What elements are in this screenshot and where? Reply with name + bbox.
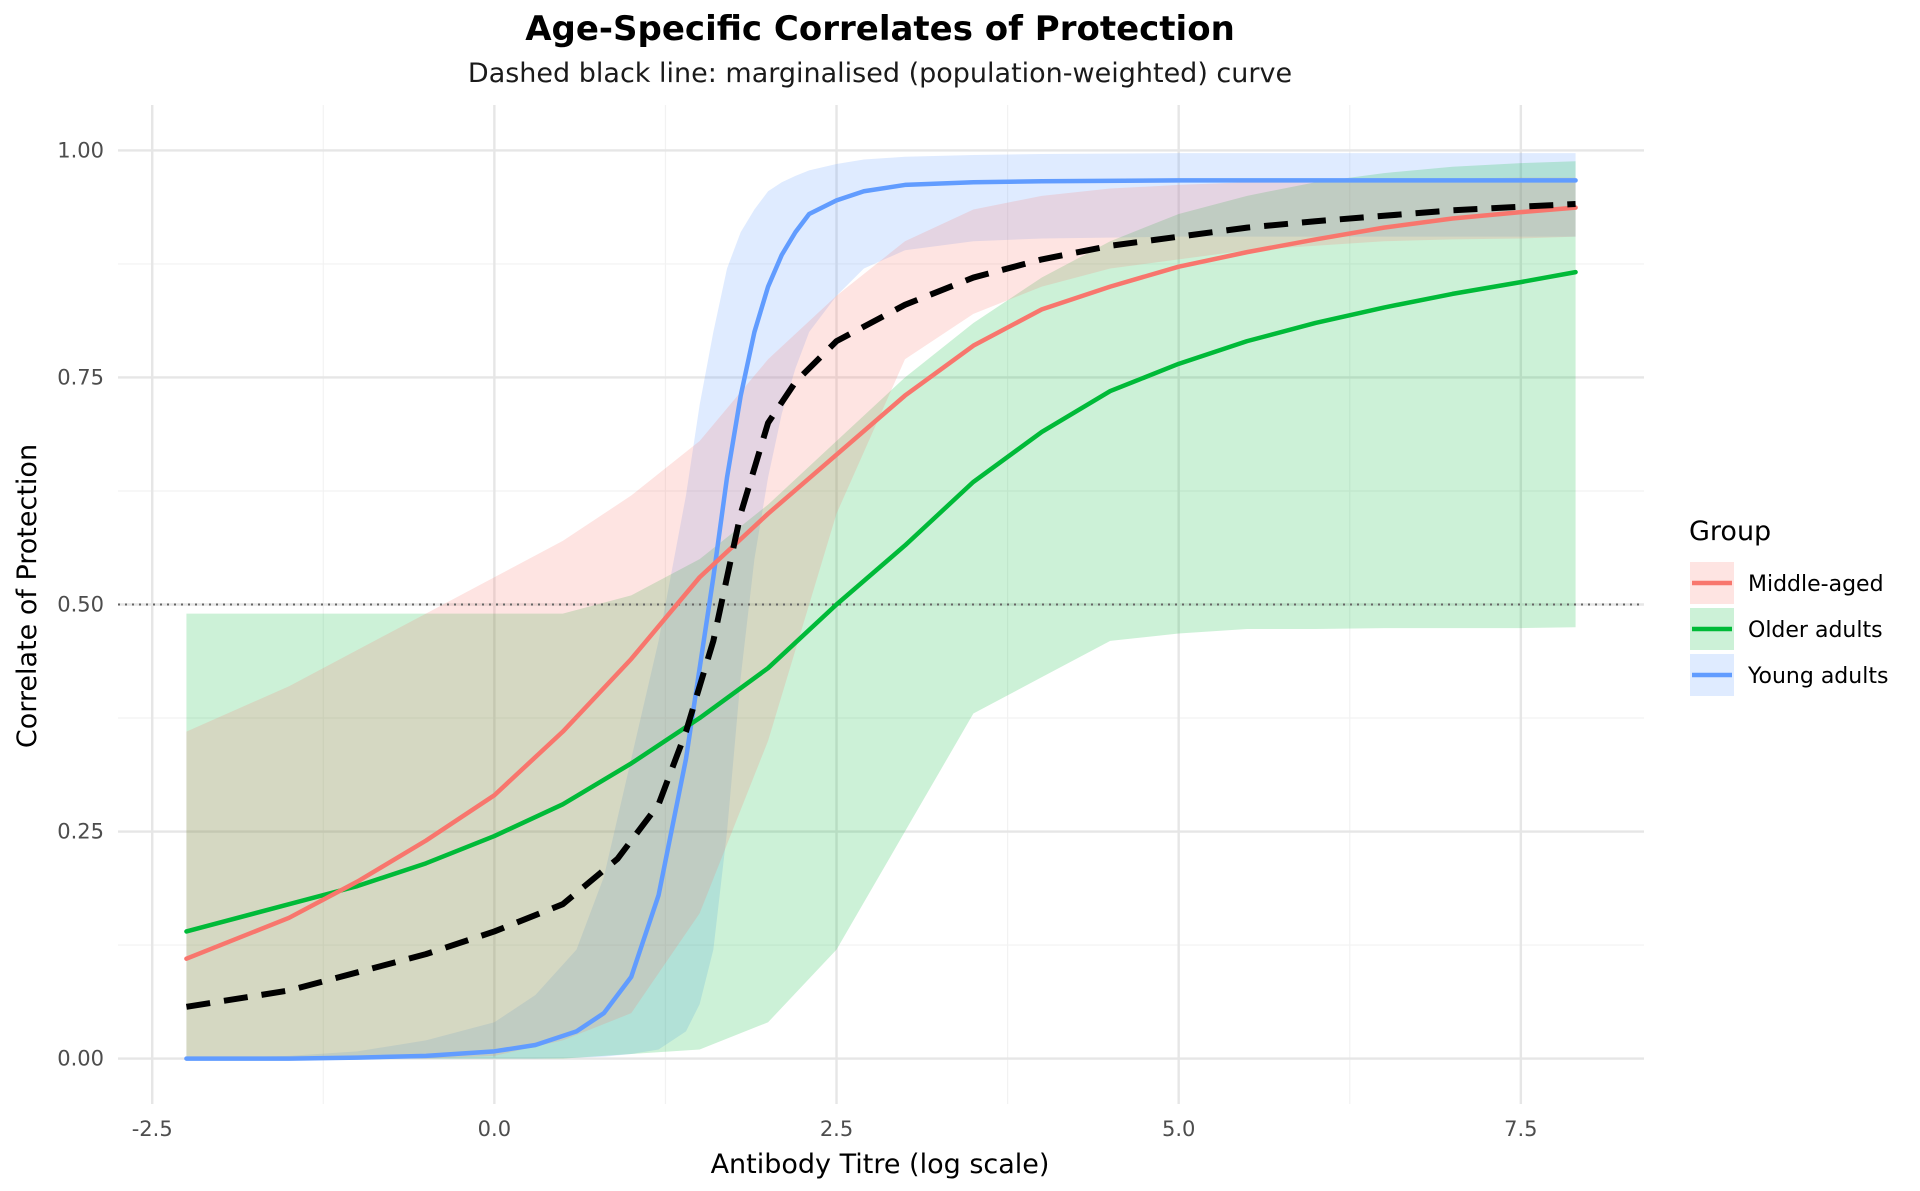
x-tick-label: 0.0 [478,1117,511,1141]
y-tick-label: 0.00 [57,1047,104,1071]
legend-label: Older adults [1748,618,1883,643]
x-tick-label: 5.0 [1162,1117,1195,1141]
y-tick-label: 0.25 [57,820,104,844]
line-young-adults [184,178,1578,1061]
ci-band-older-adults [186,161,1576,1059]
legend-title: Group [1689,516,1771,547]
line-middle-aged [184,205,1578,961]
chart-title: Age-Specific Correlates of Protection [525,9,1235,49]
chart-subtitle: Dashed black line: marginalised (populat… [468,58,1292,89]
tick-labels: -2.5 0.0 2.5 5.0 7.5 0.00 0.25 0.50 0.75 1.00 [57,138,1537,1141]
confidence-bands [186,153,1576,1059]
y-axis-label: Correlate of Protection [12,444,43,748]
x-tick-label: 2.5 [820,1117,853,1141]
series-lines [184,178,1578,1061]
y-tick-label: 0.75 [57,365,104,389]
legend-label: Middle-aged [1748,572,1884,597]
x-tick-label: 7.5 [1504,1117,1537,1141]
legend: Group Middle-aged Older adults Young adult… [1689,516,1888,696]
y-tick-label: 1.00 [57,138,104,162]
line-marginalised-population-weighted- [185,200,1576,1010]
x-tick-label: -2.5 [132,1117,173,1141]
legend-label: Young adults [1747,664,1888,689]
line-older-adults [184,269,1578,934]
y-tick-label: 0.50 [57,593,104,617]
x-axis-label: Antibody Titre (log scale) [711,1149,1050,1180]
ci-band-middle-aged [186,177,1576,1059]
grid [118,105,1644,1104]
